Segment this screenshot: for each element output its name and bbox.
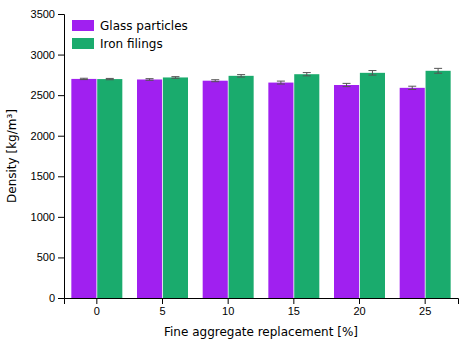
bar <box>163 77 188 298</box>
error-bar <box>343 83 351 86</box>
error-bar <box>408 86 416 89</box>
tick: 3000 <box>31 49 64 61</box>
error-bar <box>237 75 245 77</box>
tick-label: 3500 <box>31 8 55 20</box>
series <box>97 68 450 298</box>
tick-label: 3000 <box>31 49 55 61</box>
tick: 0 <box>94 298 100 317</box>
x-axis: 0 5 10 15 20 25 <box>65 298 459 317</box>
error-bar <box>303 73 311 76</box>
axis-line <box>65 299 459 305</box>
tick-label: 2000 <box>31 130 55 142</box>
legend-swatch <box>72 20 94 31</box>
tick-mark <box>162 298 163 304</box>
tick-label: 500 <box>37 251 55 263</box>
tick-mark <box>58 95 64 96</box>
legend-label: Glass particles <box>100 19 188 33</box>
bar <box>294 74 319 298</box>
tick-mark <box>58 176 64 177</box>
tick: 5 <box>159 298 165 317</box>
y-axis-title: Density [kg/m³] <box>5 109 19 203</box>
bar <box>400 88 425 298</box>
legend-item: Iron filings <box>72 37 163 51</box>
tick: 0 <box>49 292 64 304</box>
bar <box>268 83 293 298</box>
legend-swatch <box>72 38 94 49</box>
tick: 3500 <box>31 8 64 20</box>
tick: 10 <box>222 298 234 317</box>
tick: 2000 <box>31 130 64 142</box>
tick-mark <box>58 14 64 15</box>
legend-label: Iron filings <box>100 37 163 51</box>
error-bar <box>146 79 154 81</box>
tick-label: 0 <box>49 292 55 304</box>
bar <box>71 79 96 298</box>
tick-label: 0 <box>94 305 100 317</box>
axis-line <box>58 15 65 299</box>
error-bar <box>171 77 179 79</box>
legend-item: Glass particles <box>72 19 188 33</box>
chart: 0 5 10 15 20 25 0 500 1000 1500 2000 2500 3000 3500 Gl… <box>0 0 474 344</box>
tick: 1500 <box>31 170 64 182</box>
tick-mark <box>58 217 64 218</box>
tick-mark <box>58 257 64 258</box>
bar <box>334 85 359 298</box>
tick-mark <box>228 298 229 304</box>
bar <box>203 81 228 298</box>
tick-label: 10 <box>222 305 234 317</box>
tick-mark <box>96 298 97 304</box>
tick-label: 1500 <box>31 170 55 182</box>
bar <box>360 73 385 298</box>
error-bar <box>211 80 219 82</box>
tick: 20 <box>353 298 365 317</box>
tick-label: 1000 <box>31 211 55 223</box>
tick-mark <box>359 298 360 304</box>
error-bar <box>80 78 88 79</box>
tick: 2500 <box>31 89 64 101</box>
error-bar <box>434 68 442 73</box>
error-bar <box>368 71 376 76</box>
bar <box>426 71 451 298</box>
tick-label: 5 <box>159 305 165 317</box>
bar <box>229 76 254 298</box>
y-axis: 0 500 1000 1500 2000 2500 3000 3500 <box>31 8 65 304</box>
plot: 0 5 10 15 20 25 0 500 1000 1500 2000 2500 3000 3500 Gl… <box>31 8 459 317</box>
x-axis-title: Fine aggregate replacement [%] <box>164 325 358 339</box>
legend: Glass particles Iron filings <box>72 19 188 51</box>
bar <box>97 79 122 298</box>
tick-label: 15 <box>288 305 300 317</box>
bar <box>137 79 162 298</box>
tick-mark <box>58 55 64 56</box>
error-bar <box>277 81 285 84</box>
tick-mark <box>425 298 426 304</box>
tick-mark <box>58 136 64 137</box>
tick-label: 25 <box>419 305 431 317</box>
tick-label: 2500 <box>31 89 55 101</box>
tick-mark <box>293 298 294 304</box>
tick-label: 20 <box>353 305 365 317</box>
tick: 15 <box>288 298 300 317</box>
marks <box>71 68 450 298</box>
tick: 1000 <box>31 211 64 223</box>
tick: 25 <box>419 298 431 317</box>
tick-mark <box>58 298 64 299</box>
tick: 500 <box>37 251 64 263</box>
error-bar <box>106 78 114 79</box>
